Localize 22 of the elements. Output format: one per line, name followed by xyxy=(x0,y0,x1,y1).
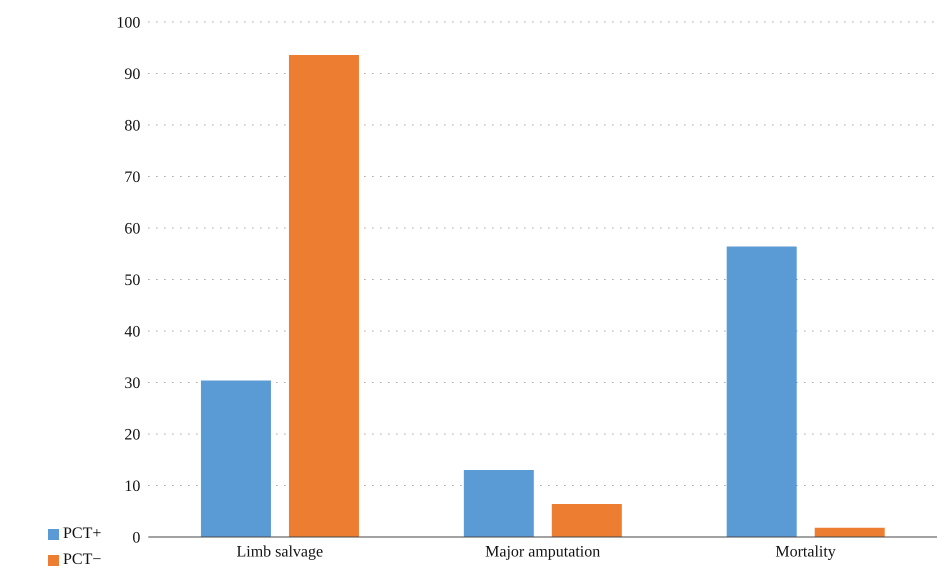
y-tick-label: 90 xyxy=(124,66,140,84)
bar xyxy=(552,504,622,537)
bar xyxy=(814,528,885,537)
y-tick-label: 20 xyxy=(124,426,140,444)
y-tick-label: 100 xyxy=(116,14,140,32)
y-tick-label: 10 xyxy=(124,478,140,496)
x-tick-label: Limb salvage xyxy=(236,543,324,560)
bar xyxy=(464,470,534,537)
y-tick-label: 70 xyxy=(124,169,140,186)
y-tick-label: 0 xyxy=(132,530,140,547)
bar xyxy=(288,54,359,537)
legend-label: PCT− xyxy=(63,551,102,568)
y-tick-label: 40 xyxy=(124,324,140,341)
bar xyxy=(726,246,797,537)
y-tick-label: 50 xyxy=(124,272,140,290)
x-tick-label: Mortality xyxy=(775,543,836,560)
x-tick-label: Major amputation xyxy=(485,543,600,560)
legend-label: PCT+ xyxy=(63,525,102,542)
y-tick-label: 60 xyxy=(124,220,140,238)
y-tick-label: 30 xyxy=(124,375,140,392)
bar xyxy=(200,380,271,537)
y-tick-label: 80 xyxy=(124,118,140,135)
